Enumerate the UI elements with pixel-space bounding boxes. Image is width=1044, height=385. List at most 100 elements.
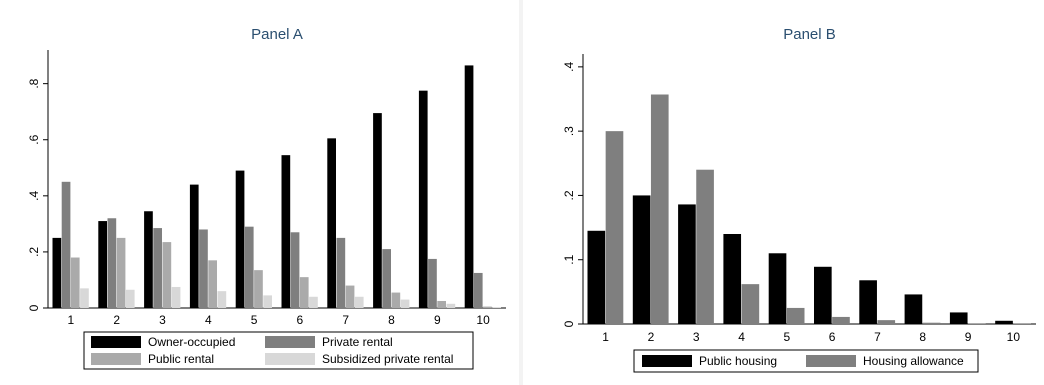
x-tick-label: 9 (434, 313, 441, 327)
legend-label: Public rental (148, 352, 214, 366)
chart-title: Panel B (783, 26, 836, 43)
x-tick-label: 3 (159, 313, 166, 327)
bar-public-housing-1 (587, 230, 606, 324)
bar-housing-allowance-10 (1013, 323, 1031, 324)
y-tick-label: 0 (27, 304, 41, 311)
bar-housing-allowance-5 (786, 307, 805, 324)
bar-public-housing-8 (904, 294, 923, 324)
bar-housing-allowance-9 (968, 323, 986, 324)
x-tick-label: 1 (68, 313, 75, 327)
bar-owner-occupied-9 (418, 90, 428, 308)
y-tick-label: .8 (27, 78, 41, 88)
x-tick-label: 10 (1007, 330, 1021, 344)
bar-owner-occupied-7 (327, 138, 336, 308)
bar-public-rental-5 (254, 270, 263, 308)
bar-subsidized-private-rental-2 (125, 289, 135, 308)
x-tick-label: 4 (738, 330, 745, 344)
bar-housing-allowance-6 (832, 316, 850, 324)
bar-private-rental-4 (199, 229, 208, 308)
y-tick-label: .4 (562, 62, 576, 72)
bar-subsidized-private-rental-5 (263, 295, 272, 308)
legend-swatch (806, 355, 856, 367)
legend: Owner-occupied Private rental Public renta… (83, 331, 474, 370)
bar-public-housing-7 (859, 280, 877, 324)
x-tick-label: 7 (342, 313, 349, 327)
bar-private-rental-10 (473, 272, 483, 308)
bar-owner-occupied-6 (281, 155, 291, 308)
panel-b: Panel B 0 .1 .2 .3 .4 1 2 3 4 5 6 7 8 9 10 Public housin… (523, 0, 1044, 385)
panel-divider (519, 0, 523, 385)
legend-swatch (91, 353, 141, 365)
bar-owner-occupied-2 (98, 221, 107, 308)
y-tick-label: .4 (27, 190, 41, 200)
bar-private-rental-9 (428, 258, 437, 308)
bar-subsidized-private-rental-8 (400, 299, 410, 308)
legend-label: Owner-occupied (148, 335, 235, 349)
panel-b-chart: Panel B 0 .1 .2 .3 .4 1 2 3 4 5 6 7 8 9 10 Public housin… (562, 26, 1036, 373)
bar-public-rental-3 (162, 242, 172, 308)
y-tick-label: .1 (562, 254, 576, 264)
x-tick-label: 5 (784, 330, 791, 344)
bar-public-rental-2 (116, 237, 126, 308)
legend-label: Private rental (322, 335, 393, 349)
bar-public-housing-6 (814, 266, 832, 324)
bar-subsidized-private-rental-4 (217, 291, 227, 308)
legend-swatch (265, 336, 315, 348)
bar-housing-allowance-1 (605, 131, 624, 324)
bar-subsidized-private-rental-9 (446, 303, 456, 308)
bar-private-rental-5 (244, 226, 254, 308)
x-tick-label: 4 (205, 313, 212, 327)
x-tick-label: 5 (251, 313, 258, 327)
legend-swatch (265, 353, 315, 365)
legend: Public housing Housing allowance (633, 349, 979, 373)
bar-public-rental-8 (391, 292, 401, 308)
panel-a: Panel A 0.2.4.6.8 1 2 3 4 5 6 7 8 9 10 Owner-occupie… (0, 0, 519, 385)
x-tick-label: 9 (965, 330, 972, 344)
bar-housing-allowance-3 (696, 169, 714, 324)
bar-subsidized-private-rental-7 (354, 296, 364, 308)
bar-public-housing-4 (723, 234, 742, 324)
x-tick-label: 1 (602, 330, 609, 344)
x-tick-label: 8 (388, 313, 395, 327)
panel-a-chart: Panel A0.2.4.6.81 2 3 4 5 6 7 8 9 10Owner-occupie… (27, 26, 506, 370)
bar-subsidized-private-rental-3 (171, 286, 181, 308)
y-tick-label: .6 (27, 134, 41, 144)
bar-subsidized-private-rental-6 (309, 296, 318, 308)
legend-label: Housing allowance (863, 354, 964, 368)
bar-public-housing-3 (678, 204, 696, 324)
x-tick-label: 2 (113, 313, 120, 327)
x-tick-label: 3 (693, 330, 700, 344)
bar-private-rental-3 (153, 228, 162, 308)
y-tick-label: .2 (562, 190, 576, 200)
bar-subsidized-private-rental-10 (492, 307, 501, 308)
bar-private-rental-2 (107, 218, 117, 308)
x-tick-label: 7 (874, 330, 881, 344)
bar-public-housing-10 (995, 320, 1013, 324)
bar-owner-occupied-5 (235, 170, 245, 308)
bar-housing-allowance-2 (650, 94, 669, 324)
bar-housing-allowance-4 (741, 284, 760, 324)
bar-owner-occupied-10 (464, 65, 474, 308)
bar-housing-allowance-8 (922, 322, 941, 324)
bar-private-rental-7 (336, 237, 346, 308)
bar-owner-occupied-3 (144, 211, 153, 308)
x-tick-label: 6 (829, 330, 836, 344)
bar-housing-allowance-7 (877, 320, 896, 324)
bar-public-housing-5 (768, 253, 787, 324)
x-tick-label: 8 (919, 330, 926, 344)
bar-private-rental-6 (290, 232, 300, 308)
bar-public-rental-1 (70, 257, 80, 308)
bar-public-rental-4 (208, 260, 217, 308)
bar-public-rental-10 (483, 306, 492, 308)
bar-public-rental-7 (345, 285, 355, 308)
legend-label: Public housing (699, 354, 777, 368)
bar-owner-occupied-4 (189, 184, 199, 308)
bar-public-housing-2 (632, 195, 651, 324)
x-tick-label: 10 (476, 313, 490, 327)
x-tick-label: 2 (648, 330, 655, 344)
bar-private-rental-8 (382, 249, 391, 308)
legend-label: Subsidized private rental (322, 352, 453, 366)
bar-public-housing-9 (949, 312, 968, 324)
bar-public-rental-9 (437, 300, 446, 308)
bar-owner-occupied-1 (52, 237, 62, 308)
